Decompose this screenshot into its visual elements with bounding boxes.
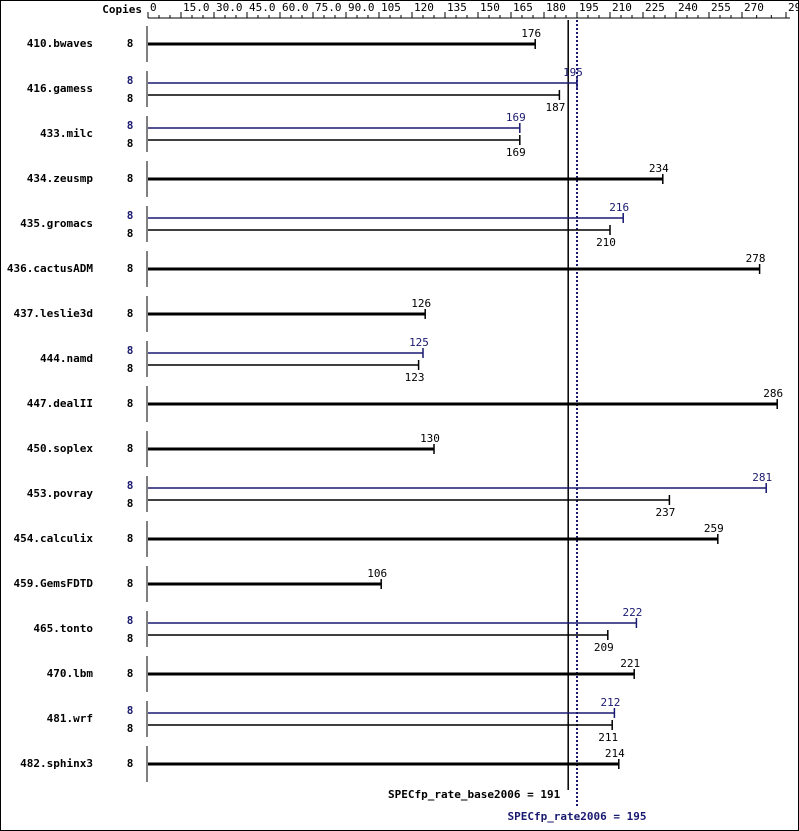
category-label: 453.povray: [27, 487, 94, 500]
value-label: 212: [600, 696, 620, 709]
value-label: 195: [563, 66, 583, 79]
copies-label: 8: [127, 74, 134, 87]
value-label: 187: [545, 101, 565, 114]
copies-label: 8: [127, 119, 134, 132]
category-label: 410.bwaves: [27, 37, 93, 50]
copies-label: 8: [127, 704, 134, 717]
copies-label: 8: [127, 397, 134, 410]
category-label: 447.dealII: [27, 397, 93, 410]
value-label: 209: [594, 641, 614, 654]
value-label: 237: [655, 506, 675, 519]
value-label: 234: [649, 162, 669, 175]
copies-header: Copies: [102, 3, 142, 16]
value-label: 211: [598, 731, 618, 744]
copies-label: 8: [127, 92, 134, 105]
x-tick-label: 60.0: [282, 1, 309, 14]
category-label: 444.namd: [40, 352, 93, 365]
value-label: 130: [420, 432, 440, 445]
copies-label: 8: [127, 209, 134, 222]
copies-label: 8: [127, 442, 134, 455]
category-label: 437.leslie3d: [14, 307, 93, 320]
value-label: 221: [620, 657, 640, 670]
x-tick-label: 270: [744, 1, 764, 14]
value-label: 222: [622, 606, 642, 619]
x-tick-label: 290: [788, 1, 799, 14]
x-tick-label: 45.0: [249, 1, 276, 14]
copies-label: 8: [127, 172, 134, 185]
reference-label: SPECfp_rate2006 = 195: [507, 810, 646, 823]
value-label: 123: [405, 371, 425, 384]
copies-label: 8: [127, 722, 134, 735]
value-label: 210: [596, 236, 616, 249]
x-tick-label: 30.0: [216, 1, 243, 14]
x-tick-label: 240: [678, 1, 698, 14]
value-label: 214: [605, 747, 625, 760]
copies-label: 8: [127, 577, 134, 590]
value-label: 169: [506, 146, 526, 159]
copies-label: 8: [127, 137, 134, 150]
value-label: 259: [704, 522, 724, 535]
copies-label: 8: [127, 227, 134, 240]
value-label: 281: [752, 471, 772, 484]
copies-label: 8: [127, 614, 134, 627]
value-label: 286: [763, 387, 783, 400]
value-label: 169: [506, 111, 526, 124]
value-label: 176: [521, 27, 541, 40]
value-label: 125: [409, 336, 429, 349]
category-label: 454.calculix: [14, 532, 94, 545]
category-label: 459.GemsFDTD: [14, 577, 94, 590]
value-label: 126: [411, 297, 431, 310]
copies-label: 8: [127, 479, 134, 492]
category-label: 481.wrf: [47, 712, 93, 725]
copies-label: 8: [127, 37, 134, 50]
value-label: 278: [746, 252, 766, 265]
x-tick-label: 150: [480, 1, 500, 14]
category-label: 435.gromacs: [20, 217, 93, 230]
category-label: 433.milc: [40, 127, 93, 140]
copies-label: 8: [127, 344, 134, 357]
category-label: 434.zeusmp: [27, 172, 94, 185]
copies-label: 8: [127, 362, 134, 375]
x-tick-label: 180: [546, 1, 566, 14]
copies-label: 8: [127, 632, 134, 645]
copies-label: 8: [127, 262, 134, 275]
x-tick-label: 195: [579, 1, 599, 14]
x-tick-label: 105: [381, 1, 401, 14]
x-tick-label: 75.0: [315, 1, 342, 14]
category-label: 470.lbm: [47, 667, 94, 680]
x-tick-label: 255: [711, 1, 731, 14]
copies-label: 8: [127, 667, 134, 680]
value-label: 106: [367, 567, 387, 580]
category-label: 482.sphinx3: [20, 757, 93, 770]
reference-label: SPECfp_rate_base2006 = 191: [388, 788, 561, 801]
x-tick-label: 135: [447, 1, 467, 14]
copies-label: 8: [127, 307, 134, 320]
copies-label: 8: [127, 757, 134, 770]
x-tick-label: 225: [645, 1, 665, 14]
copies-label: 8: [127, 497, 134, 510]
x-tick-label: 15.0: [183, 1, 210, 14]
category-label: 450.soplex: [27, 442, 94, 455]
x-tick-label: 165: [513, 1, 533, 14]
x-tick-label: 0: [150, 1, 157, 14]
category-label: 465.tonto: [33, 622, 93, 635]
category-label: 416.gamess: [27, 82, 93, 95]
copies-label: 8: [127, 532, 134, 545]
x-tick-label: 120: [414, 1, 434, 14]
x-tick-label: 210: [612, 1, 632, 14]
value-label: 216: [609, 201, 629, 214]
x-tick-label: 90.0: [348, 1, 375, 14]
category-label: 436.cactusADM: [7, 262, 93, 275]
